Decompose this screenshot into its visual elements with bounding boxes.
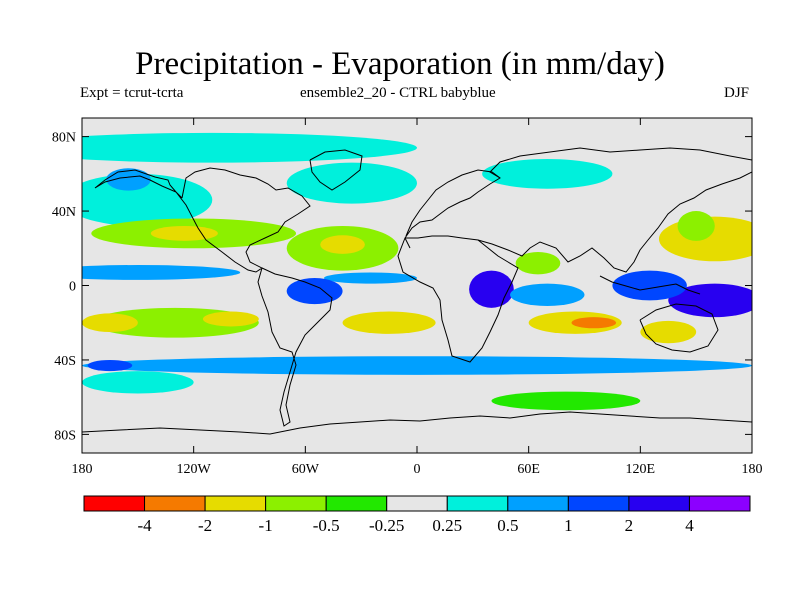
colorbar-swatch	[325, 495, 388, 512]
field-pacific-orange-sh-2	[202, 311, 259, 327]
coast-antarctica	[82, 411, 752, 435]
coast-australia	[639, 303, 719, 353]
colorbar-label: 4	[685, 516, 694, 535]
field-east-pacific-itcz	[82, 265, 241, 280]
x-axis: 180 120W 60W 0 60E 120E 180	[72, 118, 763, 477]
colorbar-swatch	[386, 495, 448, 512]
field-nw-pacific-orange	[658, 216, 752, 262]
coast-asia	[477, 147, 752, 273]
y-tick-label: 80N	[52, 131, 76, 146]
x-tick-label: 60E	[517, 462, 540, 477]
coast-greenland	[309, 149, 363, 191]
colorbar-label: 1	[564, 516, 573, 535]
x-tick-label: 120W	[177, 462, 212, 477]
colorbar: -4 -2 -1 -0.5 -0.25 0.25 0.5 1 2 4	[83, 495, 751, 535]
field-south-america-blue	[286, 278, 343, 305]
field-indian-ocean-blue	[510, 283, 585, 306]
field-africa-purple	[469, 270, 514, 308]
colorbar-swatch	[507, 495, 569, 512]
field-southern-ocean-darkblue	[87, 359, 133, 372]
colorbar-label: -0.5	[313, 516, 340, 535]
field-arabian-sea-yellow	[515, 251, 561, 275]
field-na-orange	[150, 225, 218, 241]
field-antarctic-coast-green	[491, 391, 641, 411]
y-axis: 80N 40N 0 40S 80S	[52, 131, 752, 443]
field-north-atlantic-blue	[286, 162, 417, 204]
colorbar-label: -0.25	[369, 516, 404, 535]
field-southern-ocean-blue	[82, 356, 752, 375]
x-tick-label: 180	[72, 462, 93, 477]
field-pacific-orange-sh	[82, 313, 138, 333]
field-southern-ocean-blue-w	[82, 371, 194, 394]
coast-europe	[404, 169, 501, 249]
colorbar-swatch	[265, 495, 327, 512]
y-tick-label: 80S	[54, 428, 76, 443]
field-spcz-purple	[668, 283, 752, 318]
x-tick-label: 180	[742, 462, 763, 477]
field-atlantic-itcz	[323, 272, 417, 284]
field-indian-sh-red	[571, 317, 617, 329]
season-label: DJF	[724, 85, 750, 101]
colorbar-swatch	[83, 495, 146, 512]
field-north-pacific-blue	[106, 168, 151, 191]
field-layer	[82, 132, 752, 411]
field-atlantic-sh-orange	[342, 311, 436, 334]
y-tick-label: 40S	[54, 354, 76, 369]
field-eurasia-blue	[482, 158, 613, 189]
colorbar-swatch	[446, 495, 509, 512]
x-tick-label: 60W	[292, 462, 320, 477]
colorbar-swatch	[204, 495, 267, 512]
ensemble-label: ensemble2_20 - CTRL babyblue	[300, 85, 496, 101]
colorbar-label: 0.25	[432, 516, 462, 535]
colorbar-label: -4	[137, 516, 152, 535]
x-tick-label: 120E	[626, 462, 656, 477]
colorbar-swatch	[628, 495, 690, 512]
field-nw-pacific-yellow-edge	[677, 211, 715, 241]
plot-area	[82, 118, 752, 453]
colorbar-label: -1	[259, 516, 273, 535]
field-australia-orange	[640, 320, 697, 344]
field-maritime-blue	[612, 270, 687, 301]
coast-africa	[397, 235, 519, 363]
colorbar-label: 2	[625, 516, 634, 535]
colorbar-label: -2	[198, 516, 212, 535]
colorbar-swatch	[567, 495, 630, 512]
coast-north-america	[94, 167, 311, 273]
chart-title: Precipitation - Evaporation (in mm/day)	[135, 46, 665, 82]
coastlines	[82, 147, 752, 435]
experiment-label: Expt = tcrut-tcrta	[80, 85, 184, 101]
colorbar-label: 0.5	[497, 516, 518, 535]
y-tick-label: 40N	[52, 205, 76, 220]
coast-indonesia	[599, 275, 701, 295]
colorbar-swatch	[688, 495, 751, 512]
colorbar-swatch	[144, 495, 206, 512]
coast-south-america	[257, 267, 333, 427]
field-arctic-ring-blue	[82, 132, 417, 163]
y-tick-label: 0	[69, 280, 76, 295]
field-atlantic-orange	[320, 235, 365, 254]
x-tick-label: 0	[414, 462, 421, 477]
